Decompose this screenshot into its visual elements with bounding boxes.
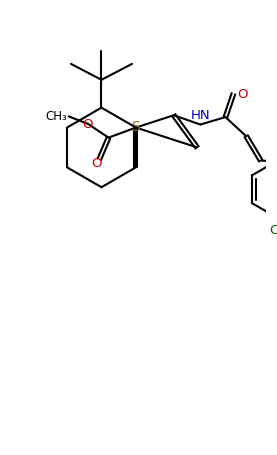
Text: HN: HN (191, 109, 210, 122)
Text: O: O (83, 117, 93, 131)
Text: CH₃: CH₃ (46, 110, 67, 123)
Text: O: O (91, 156, 102, 169)
Text: O: O (237, 88, 247, 101)
Text: S: S (132, 120, 140, 134)
Text: Cl: Cl (270, 223, 277, 237)
